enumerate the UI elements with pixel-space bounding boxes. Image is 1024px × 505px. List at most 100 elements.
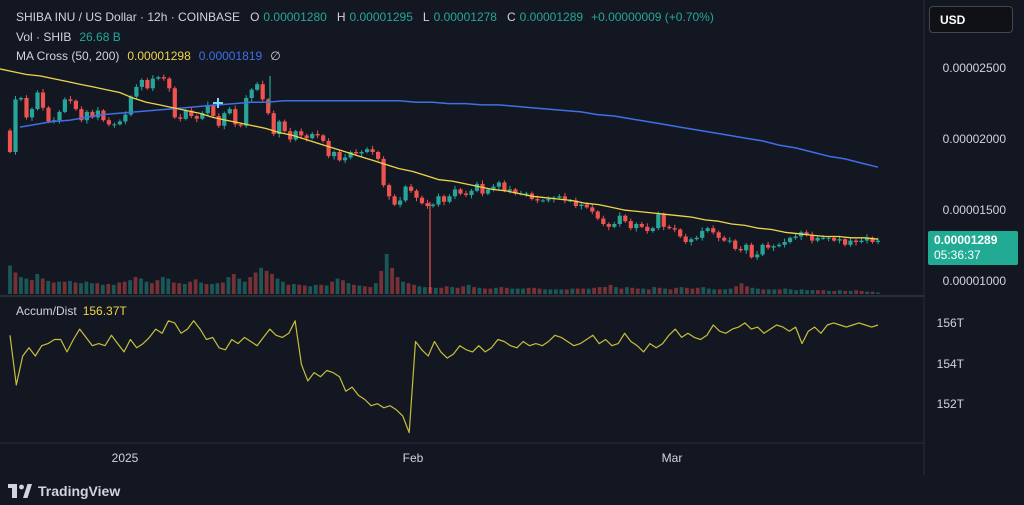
footer-bar <box>0 475 1024 505</box>
volume-bar <box>286 284 291 294</box>
ma-slow-value: 0.00001819 <box>198 49 263 63</box>
volume-label: Vol · SHIB <box>16 30 72 44</box>
candle-body <box>656 214 661 229</box>
volume-bar <box>259 267 263 294</box>
candle-body <box>590 207 595 212</box>
candle-body <box>502 182 507 191</box>
volume-bar <box>40 278 45 294</box>
volume-bar <box>597 287 602 294</box>
volume-bar <box>73 282 78 294</box>
candle-body <box>332 152 337 157</box>
time-tick: Mar <box>661 451 683 465</box>
volume-bar <box>330 281 334 294</box>
volume-bar <box>144 281 149 294</box>
candle-body <box>172 88 177 118</box>
ma-fast-value: 0.00001298 <box>127 49 191 63</box>
candle-body <box>35 92 40 110</box>
volume-bar <box>373 283 378 294</box>
tradingview-brand[interactable]: TradingView <box>8 483 120 499</box>
candle-body <box>216 116 221 126</box>
candle-body <box>496 182 501 187</box>
candle-body <box>117 121 122 125</box>
candle-body <box>744 244 749 251</box>
candle-body <box>62 99 67 112</box>
volume-bar <box>297 284 302 294</box>
candle-body <box>573 200 578 206</box>
candle-body <box>337 152 342 161</box>
candle-body <box>859 240 864 242</box>
candle-body <box>678 229 683 237</box>
candle-body <box>628 221 633 229</box>
candle-body <box>46 107 51 122</box>
candle-body <box>557 196 562 198</box>
ohlc-high-label: H <box>336 10 346 24</box>
candle-body <box>848 240 853 245</box>
volume-bar <box>275 278 280 294</box>
candle-body <box>139 80 144 87</box>
volume-bar <box>494 287 498 294</box>
candle-body <box>595 211 600 219</box>
volume-bar <box>171 282 176 294</box>
volume-bar <box>554 289 558 294</box>
candle-body <box>711 228 716 233</box>
volume-bar <box>625 287 629 294</box>
volume-bar <box>24 278 29 294</box>
volume-bar <box>35 274 40 294</box>
candle-body <box>755 254 760 258</box>
price-tick: 0.00002500 <box>942 61 1006 75</box>
tradingview-logo-icon <box>8 484 32 498</box>
candle-body <box>398 200 403 205</box>
volume-bar <box>29 280 34 294</box>
candle-body <box>205 104 210 114</box>
volume-bar <box>166 278 171 294</box>
volume-value: 26.68 B <box>79 30 121 44</box>
candle-body <box>639 224 644 227</box>
currency-button[interactable]: USD <box>929 6 1013 33</box>
volume-bar <box>100 284 105 294</box>
candle-body <box>716 232 721 238</box>
candle-body <box>485 189 491 194</box>
candle-body <box>782 242 787 245</box>
volume-bar <box>84 281 89 294</box>
candle-body <box>134 86 139 97</box>
volume-bar <box>150 283 154 294</box>
candle-body <box>601 218 606 224</box>
volume-bar <box>827 290 831 294</box>
ohlc-high-value: 0.00001295 <box>349 10 413 24</box>
candle-body <box>683 236 688 242</box>
volume-bar <box>788 289 793 294</box>
volume-bar <box>521 288 525 294</box>
volume-bar <box>641 288 646 294</box>
volume-bar <box>581 288 586 294</box>
volume-bar <box>395 277 400 294</box>
volume-bar <box>701 287 706 294</box>
volume-bar <box>57 281 61 294</box>
candle-body <box>260 84 265 100</box>
volume-bar <box>62 281 67 294</box>
candle-body <box>667 226 672 229</box>
price-tick: 0.00001000 <box>942 274 1006 288</box>
candle-body <box>771 246 776 248</box>
volume-bar <box>614 287 618 294</box>
candle-body <box>277 121 282 134</box>
volume-bar <box>95 283 100 294</box>
candle-body <box>562 196 567 201</box>
candle-body <box>458 189 463 194</box>
candle-body <box>821 237 826 239</box>
candle-body <box>568 200 573 202</box>
last-price-value: 0.00001289 <box>934 233 998 247</box>
candle-body <box>584 204 589 208</box>
volume-bar <box>177 283 182 294</box>
candle-body <box>645 226 650 231</box>
candle-body <box>540 200 545 202</box>
volume-bar <box>8 265 12 294</box>
volume-bar <box>685 287 689 294</box>
candle-body <box>293 131 298 140</box>
candle-body <box>837 239 842 241</box>
bar-countdown: 05:36:37 <box>934 248 981 262</box>
candle-body <box>700 230 705 238</box>
candle-body <box>7 130 13 152</box>
candle-body <box>266 99 271 114</box>
volume-bar <box>264 270 269 294</box>
